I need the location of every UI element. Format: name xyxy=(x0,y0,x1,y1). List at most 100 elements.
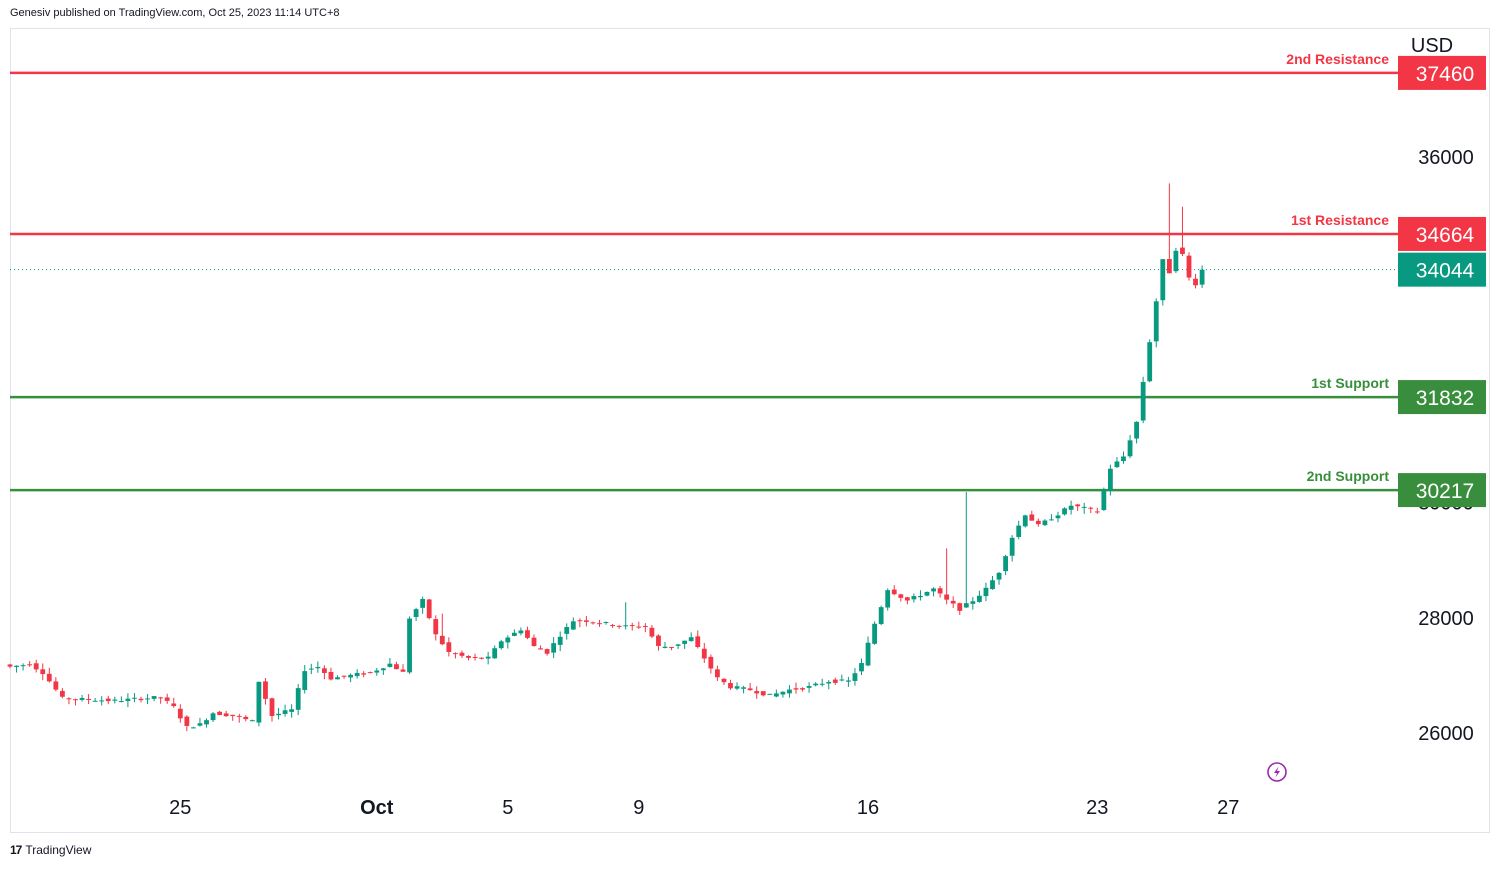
candle[interactable] xyxy=(570,617,576,630)
candle[interactable] xyxy=(1160,258,1166,306)
candle[interactable] xyxy=(891,585,897,596)
candle[interactable] xyxy=(846,676,851,687)
candle[interactable] xyxy=(1173,247,1179,274)
candle[interactable] xyxy=(315,661,321,673)
candle[interactable] xyxy=(295,684,301,716)
candle[interactable] xyxy=(164,693,170,704)
candle[interactable] xyxy=(217,710,222,716)
candle[interactable] xyxy=(230,714,236,721)
candle[interactable] xyxy=(1180,206,1185,257)
candle[interactable] xyxy=(806,682,812,693)
candle[interactable] xyxy=(92,697,98,702)
candle[interactable] xyxy=(1147,339,1153,383)
candle[interactable] xyxy=(361,671,367,678)
candle[interactable] xyxy=(184,715,190,732)
candle[interactable] xyxy=(701,642,707,663)
candle[interactable] xyxy=(1081,502,1087,514)
candle[interactable] xyxy=(420,596,426,614)
candle[interactable] xyxy=(859,658,864,676)
candle[interactable] xyxy=(518,627,524,636)
candle[interactable] xyxy=(885,588,891,611)
candle[interactable] xyxy=(623,602,629,630)
candle[interactable] xyxy=(1134,421,1139,444)
candle[interactable] xyxy=(944,548,950,605)
candle[interactable] xyxy=(263,677,268,705)
candle[interactable] xyxy=(826,680,832,690)
candle[interactable] xyxy=(426,598,432,620)
candle[interactable] xyxy=(387,657,393,668)
candle[interactable] xyxy=(380,668,386,675)
candle[interactable] xyxy=(73,698,78,706)
candle[interactable] xyxy=(577,618,583,628)
candle[interactable] xyxy=(132,693,137,703)
candle[interactable] xyxy=(407,616,412,674)
candle[interactable] xyxy=(459,650,465,658)
candle[interactable] xyxy=(249,719,255,722)
candle[interactable] xyxy=(112,696,118,704)
candle[interactable] xyxy=(708,654,714,674)
candle[interactable] xyxy=(911,593,917,603)
candle[interactable] xyxy=(1049,514,1054,521)
candle[interactable] xyxy=(603,621,609,625)
candle[interactable] xyxy=(937,586,943,598)
candle[interactable] xyxy=(780,691,786,698)
candle[interactable] xyxy=(374,667,380,676)
candle[interactable] xyxy=(1186,252,1192,281)
candle[interactable] xyxy=(839,674,845,682)
candle[interactable] xyxy=(394,661,399,670)
candle[interactable] xyxy=(289,704,295,718)
candle[interactable] xyxy=(145,694,150,705)
candle[interactable] xyxy=(1140,376,1146,424)
candle[interactable] xyxy=(1127,435,1133,459)
candle[interactable] xyxy=(996,572,1002,585)
candle[interactable] xyxy=(511,629,517,637)
candle[interactable] xyxy=(1121,451,1126,464)
candle[interactable] xyxy=(800,687,805,692)
candle[interactable] xyxy=(367,671,373,674)
candle[interactable] xyxy=(773,689,779,698)
candle[interactable] xyxy=(1022,514,1028,528)
candle[interactable] xyxy=(204,718,209,728)
candle[interactable] xyxy=(446,637,452,657)
candle[interactable] xyxy=(551,637,557,659)
candle[interactable] xyxy=(1193,273,1198,289)
candle[interactable] xyxy=(793,682,799,694)
candle[interactable] xyxy=(498,639,504,650)
candle[interactable] xyxy=(872,621,877,645)
candle[interactable] xyxy=(1114,457,1120,468)
candle[interactable] xyxy=(27,661,33,667)
candle[interactable] xyxy=(688,632,694,642)
candle[interactable] xyxy=(760,691,766,697)
candle[interactable] xyxy=(20,663,26,671)
candle[interactable] xyxy=(472,653,478,661)
candle[interactable] xyxy=(105,695,111,705)
candle[interactable] xyxy=(308,663,314,675)
candle[interactable] xyxy=(1055,511,1061,523)
candle[interactable] xyxy=(767,693,773,695)
candle[interactable] xyxy=(636,621,642,629)
candle[interactable] xyxy=(256,681,262,727)
candle[interactable] xyxy=(649,625,655,638)
candle[interactable] xyxy=(1016,520,1022,540)
candle[interactable] xyxy=(1166,183,1172,274)
candle[interactable] xyxy=(348,673,353,683)
candle[interactable] xyxy=(963,492,969,608)
candle[interactable] xyxy=(832,677,838,685)
candle[interactable] xyxy=(322,665,327,680)
candle[interactable] xyxy=(715,665,720,681)
candle[interactable] xyxy=(741,685,746,694)
candle[interactable] xyxy=(616,625,622,629)
candle[interactable] xyxy=(171,697,177,708)
candle[interactable] xyxy=(957,602,963,615)
candle[interactable] xyxy=(898,593,904,602)
candle[interactable] xyxy=(505,635,511,649)
candle[interactable] xyxy=(728,679,733,690)
candle[interactable] xyxy=(1003,554,1008,576)
candle[interactable] xyxy=(656,634,661,651)
candle[interactable] xyxy=(125,693,131,708)
candle[interactable] xyxy=(1062,507,1067,516)
candle[interactable] xyxy=(950,596,956,609)
candle[interactable] xyxy=(754,686,760,699)
candle[interactable] xyxy=(433,615,439,641)
